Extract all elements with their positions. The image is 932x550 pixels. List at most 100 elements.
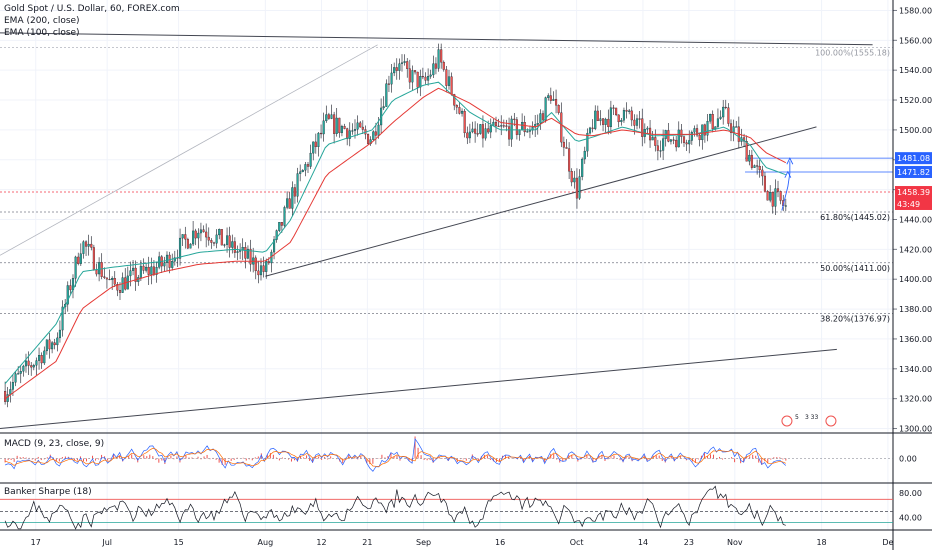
candle-body	[641, 118, 644, 137]
macd-histogram-bar	[679, 455, 681, 459]
candle-body	[262, 265, 265, 272]
macd-histogram-bar	[441, 457, 443, 459]
candle-body	[719, 116, 722, 119]
macd-histogram-bar	[779, 457, 781, 459]
candle-body	[111, 278, 114, 280]
macd-histogram-bar	[300, 456, 302, 459]
macd-histogram-bar	[426, 458, 428, 461]
candle-body	[168, 254, 171, 268]
candle-body	[659, 150, 662, 152]
macd-histogram-bar	[303, 457, 305, 459]
candle-body	[432, 63, 435, 76]
macd-histogram-bar	[4, 458, 6, 463]
event-flag-count: 5	[795, 414, 799, 421]
candle-body	[541, 113, 545, 121]
macd-histogram-bar	[290, 458, 292, 462]
candle-body	[612, 107, 615, 109]
macd-histogram-bar	[685, 458, 687, 461]
macd-histogram-bar	[749, 456, 751, 459]
ema100-legend[interactable]: EMA (100, close)	[4, 28, 80, 38]
candle-body	[698, 134, 701, 141]
candle-body	[351, 130, 354, 132]
candle-body	[510, 118, 513, 140]
candle-body	[327, 114, 330, 119]
candle-body	[194, 230, 197, 239]
candle-body	[447, 76, 451, 86]
ema200-line	[4, 87, 787, 400]
candle-body	[562, 141, 565, 148]
macd-histogram-bar	[577, 458, 579, 462]
macd-histogram-bar	[360, 456, 362, 459]
macd-histogram-bar	[486, 455, 488, 459]
candle-body	[763, 175, 767, 192]
candle-body	[479, 124, 482, 134]
candle-body	[236, 251, 239, 253]
macd-histogram-bar	[287, 458, 289, 460]
candle-body	[231, 241, 234, 248]
candle-body	[411, 70, 414, 83]
macd-histogram-bar	[173, 458, 175, 460]
candle-body	[82, 241, 85, 254]
macd-histogram-bar	[330, 456, 332, 459]
candle-body	[494, 121, 498, 127]
candle-body	[241, 247, 244, 250]
ema-series	[4, 81, 787, 400]
candle-body	[557, 105, 560, 113]
candle-body	[338, 117, 341, 134]
chart-title[interactable]: Gold Spot / U.S. Dollar, 60, FOREX.com	[4, 4, 180, 14]
candle-body	[521, 122, 524, 130]
candle-body	[711, 114, 714, 130]
macd-histogram-bar	[119, 455, 121, 459]
candle-body	[581, 158, 584, 177]
banker-sharpe-legend[interactable]: Banker Sharpe (18)	[4, 487, 92, 497]
fib-382-label: 38.20%(1376.97)	[820, 315, 890, 324]
time-tick-label: 14	[638, 538, 648, 547]
candle-body	[573, 177, 576, 183]
candle-body	[95, 269, 98, 275]
candle-body	[32, 365, 35, 368]
macd-histogram-bar	[254, 457, 256, 459]
candle-body	[445, 69, 448, 86]
candle-body	[468, 131, 471, 139]
candle-body	[500, 125, 503, 127]
macd-histogram-bar	[354, 456, 356, 459]
candle-body	[461, 110, 464, 114]
macd-histogram-bar	[613, 455, 615, 459]
candle-body	[202, 229, 205, 233]
price-tick-label: 1540.00	[899, 66, 932, 75]
candle-body	[348, 130, 351, 139]
candle-body	[6, 394, 9, 402]
candle-body	[667, 130, 670, 142]
candle-body	[155, 267, 158, 275]
candle-body	[304, 164, 307, 171]
candle-body	[314, 141, 317, 148]
ema200-legend[interactable]: EMA (200, close)	[4, 16, 80, 26]
trendline	[0, 348, 837, 430]
price-tick-label: 1340.00	[899, 365, 932, 374]
macd-histogram-bar	[197, 456, 199, 459]
macd-histogram-bar	[625, 457, 627, 459]
candle-body	[502, 125, 505, 127]
candle-body	[286, 198, 289, 208]
candle-body	[414, 70, 417, 73]
macd-histogram-bar	[25, 457, 27, 459]
macd-histogram-bar	[293, 458, 295, 461]
macd-histogram-bar	[423, 458, 425, 460]
candle-body	[212, 242, 216, 244]
macd-histogram-bar	[312, 458, 314, 463]
macd-histogram-bar	[22, 457, 24, 459]
candle-body	[369, 139, 372, 144]
macd-histogram-bar	[275, 457, 277, 459]
candle-body	[335, 117, 338, 134]
candle-body	[654, 137, 657, 146]
candle-body	[105, 277, 108, 280]
candle-body	[333, 114, 336, 134]
candle-body	[301, 170, 304, 173]
price-tick-label: 1440.00	[899, 215, 932, 224]
candle-body	[246, 248, 249, 259]
candle-body	[223, 244, 226, 246]
macd-histogram-bar	[107, 458, 109, 461]
level-1481-label-box	[895, 152, 932, 165]
macd-legend[interactable]: MACD (9, 23, close, 9)	[4, 439, 105, 449]
macd-histogram-bar	[13, 458, 15, 462]
